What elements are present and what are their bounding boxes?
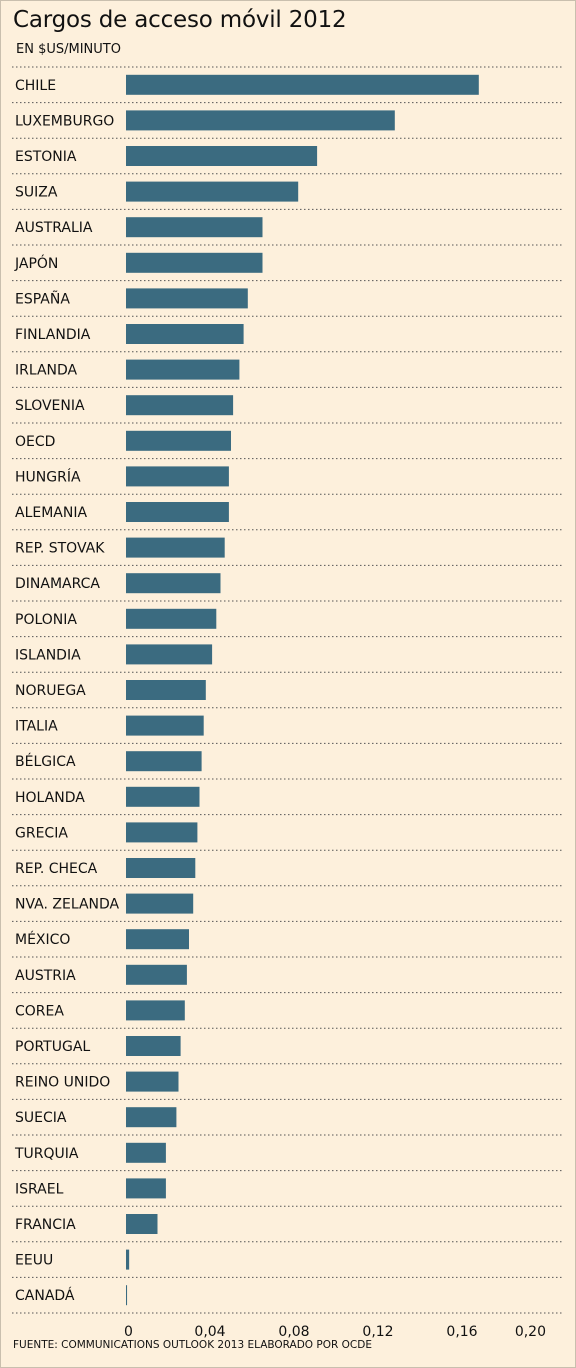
category-label: ESPAÑA: [15, 290, 70, 307]
bar: [126, 751, 202, 772]
bar: [126, 1000, 185, 1021]
x-tick-label: 0,16: [446, 1324, 477, 1340]
category-label: NVA. ZELANDA: [15, 897, 120, 913]
category-label: BÉLGICA: [15, 753, 76, 770]
bar: [126, 430, 231, 451]
bar: [126, 608, 217, 629]
x-tick-label: 0,20: [515, 1324, 546, 1340]
bar: [126, 1178, 166, 1199]
category-label: EEUU: [15, 1253, 53, 1269]
bar: [126, 573, 221, 594]
category-label: NORUEGA: [15, 683, 86, 699]
category-label: HUNGRÍA: [15, 468, 81, 485]
chart-subtitle: EN $US/MINUTO: [16, 42, 121, 57]
bar: [126, 359, 240, 380]
x-tick-label: 0,12: [362, 1324, 393, 1340]
bar: [126, 110, 395, 131]
category-label: ISLANDIA: [15, 647, 81, 663]
category-label: FINLANDIA: [15, 327, 91, 343]
bar: [126, 858, 196, 878]
category-label: AUSTRALIA: [15, 220, 93, 236]
bar: [126, 715, 204, 736]
category-label: IRLANDA: [15, 363, 78, 379]
bar: [126, 929, 189, 950]
category-label: AUSTRIA: [15, 968, 76, 984]
category-label: TURQUIA: [14, 1146, 79, 1162]
category-label: CANADÁ: [15, 1287, 75, 1304]
category-label: HOLANDA: [15, 790, 85, 806]
bar: [126, 217, 263, 238]
x-tick-label: 0,04: [194, 1324, 225, 1340]
bar: [126, 537, 225, 558]
bar: [126, 680, 206, 700]
bar: [126, 893, 194, 914]
category-label: DINAMARCA: [15, 576, 100, 592]
category-label: ALEMANIA: [15, 505, 87, 521]
category-label: SUIZA: [15, 185, 58, 201]
category-label: OECD: [15, 434, 55, 450]
bar: [126, 822, 198, 843]
category-label: FRANCIA: [15, 1217, 76, 1233]
x-tick-label: 0: [124, 1324, 133, 1340]
chart-source: FUENTE: COMMUNICATIONS OUTLOOK 2013 ELAB…: [13, 1339, 372, 1351]
bar: [126, 1249, 130, 1270]
category-label: SLOVENIA: [15, 398, 85, 414]
bar: [126, 1142, 166, 1163]
category-label: ISRAEL: [15, 1181, 64, 1197]
bar: [126, 146, 318, 166]
bar: [126, 1214, 158, 1234]
category-label: ITALIA: [15, 719, 58, 735]
bar: [126, 395, 234, 416]
bar: [126, 1285, 128, 1306]
bar: [126, 1107, 177, 1128]
category-label: COREA: [15, 1003, 64, 1019]
bar: [126, 288, 248, 309]
x-tick-label: 0,08: [278, 1324, 309, 1340]
bar: [126, 1071, 179, 1092]
bar: [126, 324, 244, 344]
category-label: MÉXICO: [15, 931, 70, 948]
bar: [126, 181, 299, 202]
category-label: SUECIA: [15, 1110, 67, 1126]
bar: [126, 502, 229, 522]
category-label: PORTUGAL: [15, 1039, 90, 1055]
category-label: LUXEMBURGO: [15, 113, 114, 129]
chart-title: Cargos de acceso móvil 2012: [13, 7, 347, 33]
category-label: GRECIA: [15, 825, 68, 841]
bar: [126, 786, 200, 807]
category-label: REP. CHECA: [15, 861, 98, 877]
category-label: POLONIA: [15, 612, 77, 628]
bar: [126, 1036, 181, 1056]
bar: [126, 644, 213, 665]
category-label: JAPÓN: [14, 254, 58, 272]
category-label: CHILE: [15, 78, 56, 94]
category-label: REINO UNIDO: [15, 1075, 110, 1091]
bar: [126, 466, 229, 487]
bar: [126, 252, 263, 273]
category-label: REP. STOVAK: [15, 541, 105, 557]
bar: [126, 74, 479, 95]
category-label: ESTONIA: [15, 149, 77, 165]
bar: [126, 964, 187, 985]
